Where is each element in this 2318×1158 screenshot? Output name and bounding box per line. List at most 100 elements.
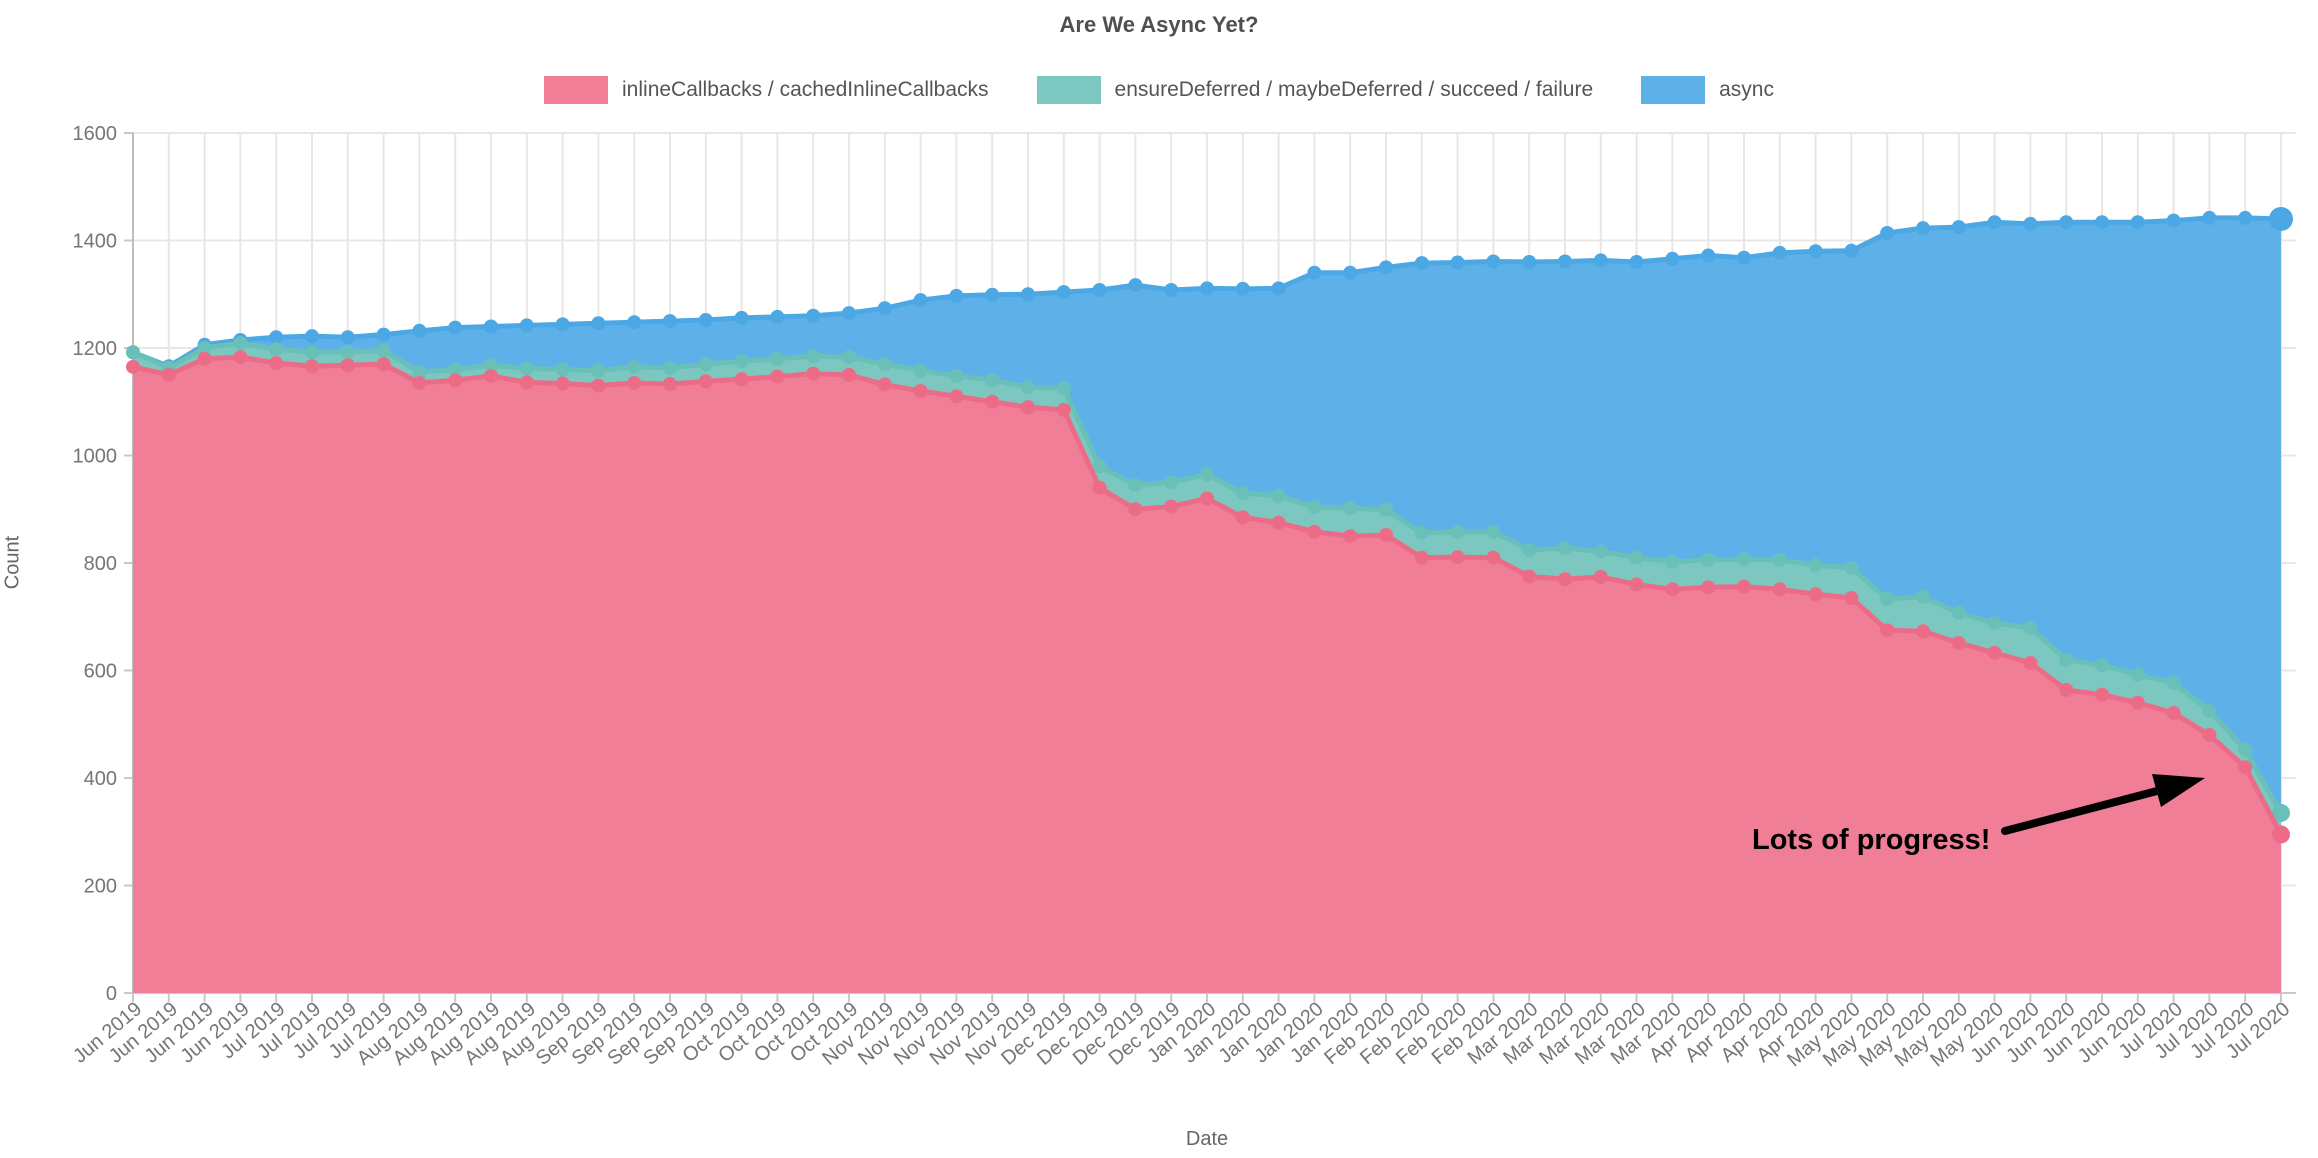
- data-point: [1951, 605, 1966, 620]
- data-point: [1737, 552, 1751, 567]
- data-point: [2059, 682, 2074, 697]
- data-point: [591, 378, 606, 393]
- data-point: [1092, 480, 1107, 495]
- data-point: [1307, 500, 1322, 515]
- data-point: [1665, 582, 1680, 597]
- data-point: [1235, 281, 1250, 296]
- legend-swatch-icon: [1036, 76, 1101, 104]
- data-point: [1200, 467, 1214, 482]
- data-point: [913, 363, 928, 378]
- data-point: [1522, 543, 1537, 558]
- y-tick-label: 0: [106, 983, 117, 1005]
- data-point: [842, 367, 856, 382]
- data-point: [126, 345, 140, 360]
- data-point: [1558, 572, 1572, 587]
- data-point: [1343, 265, 1358, 280]
- data-point: [949, 368, 964, 383]
- data-point: [806, 308, 821, 323]
- data-point: [1164, 282, 1179, 297]
- legend-swatch-icon: [1641, 76, 1706, 104]
- data-point: [1916, 589, 1930, 604]
- data-point: [985, 394, 1000, 409]
- data-point: [305, 359, 319, 374]
- y-tick-label: 1400: [73, 231, 118, 253]
- data-point: [412, 365, 427, 380]
- data-point: [698, 357, 713, 372]
- data-point: [591, 316, 606, 331]
- legend-item-0[interactable]: inlineCallbacks / cachedInlineCallbacks: [544, 76, 989, 104]
- data-point: [1379, 528, 1393, 543]
- data-point: [2202, 703, 2217, 718]
- data-point: [1021, 380, 1035, 395]
- data-point: [2130, 215, 2145, 230]
- annotation-arrow: [2001, 774, 2205, 835]
- data-point: [376, 357, 391, 372]
- data-point: [340, 358, 355, 373]
- data-point: [1021, 287, 1035, 302]
- data-point: [1271, 488, 1286, 503]
- data-point: [1164, 499, 1179, 514]
- data-point: [1558, 540, 1572, 555]
- data-point: [340, 330, 355, 345]
- chart-title: Are We Async Yet?: [1059, 12, 1259, 37]
- data-point: [1808, 244, 1823, 259]
- data-point: [1772, 552, 1787, 567]
- data-point: [269, 330, 284, 345]
- data-point: [1844, 560, 1859, 575]
- data-point: [1128, 278, 1143, 293]
- data-point: [985, 373, 1000, 388]
- x-axis-title: Date: [1185, 1128, 1229, 1150]
- data-point: [1880, 623, 1895, 638]
- data-point: [698, 374, 713, 389]
- data-point: [233, 336, 248, 351]
- data-point: [949, 389, 964, 404]
- data-point: [1987, 645, 2002, 660]
- data-point: [877, 377, 892, 392]
- legend-item-2[interactable]: async: [1641, 76, 1774, 104]
- data-point: [1343, 529, 1358, 544]
- data-point: [1629, 550, 1644, 565]
- data-point: [2023, 621, 2038, 636]
- data-point: [1450, 550, 1465, 565]
- data-point: [1844, 243, 1859, 258]
- data-point: [269, 356, 284, 371]
- data-point: [663, 377, 677, 392]
- legend-item-label: async: [1719, 78, 1774, 101]
- data-point: [2238, 760, 2253, 775]
- data-point: [1343, 501, 1358, 516]
- data-point: [2166, 675, 2181, 690]
- data-point: [877, 301, 892, 316]
- data-point: [1522, 569, 1537, 584]
- data-point: [1056, 381, 1071, 396]
- data-point: [913, 384, 928, 398]
- data-point: [519, 361, 534, 376]
- data-point: [1128, 502, 1143, 517]
- data-point: [877, 357, 892, 372]
- data-point: [2059, 215, 2074, 230]
- data-point: [555, 376, 570, 391]
- data-point: [484, 358, 498, 373]
- y-tick-label: 800: [84, 553, 117, 575]
- y-tick-label: 1600: [73, 123, 118, 145]
- data-point: [1593, 253, 1608, 268]
- data-point: [734, 354, 749, 369]
- data-point: [627, 375, 642, 390]
- data-point: [1629, 255, 1644, 269]
- data-point: [519, 318, 534, 333]
- points-ensuredeferred: [126, 336, 2290, 822]
- data-point: [1379, 260, 1393, 275]
- data-point: [376, 327, 391, 342]
- data-point: [1200, 491, 1214, 506]
- data-point: [1056, 402, 1071, 417]
- data-point: [412, 323, 427, 338]
- data-point: [1665, 554, 1680, 569]
- data-point: [1379, 502, 1393, 517]
- data-point: [519, 375, 534, 390]
- data-point: [1200, 281, 1214, 296]
- legend-item-1[interactable]: ensureDeferred / maybeDeferred / succeed…: [1036, 76, 1593, 104]
- data-point: [2272, 803, 2290, 822]
- data-point: [770, 351, 785, 366]
- data-point: [806, 349, 821, 364]
- data-point: [842, 350, 856, 365]
